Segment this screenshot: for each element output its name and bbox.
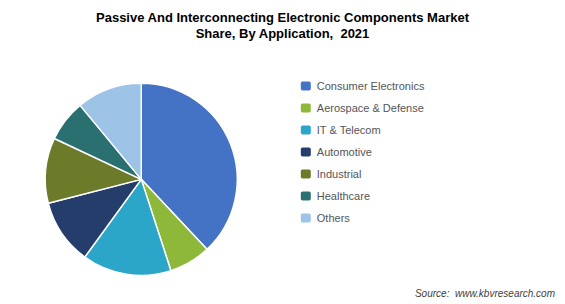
- svg-text:Aerospace & Defense: Aerospace & Defense: [317, 102, 424, 114]
- svg-text:Industrial: Industrial: [317, 168, 362, 180]
- svg-text:IT & Telecom: IT & Telecom: [317, 124, 381, 136]
- svg-text:Share, By Application, 2021: Share, By Application, 2021: [196, 26, 370, 41]
- svg-text:Automotive: Automotive: [317, 146, 372, 158]
- svg-text:Healthcare: Healthcare: [317, 190, 370, 202]
- svg-text:Passive And Interconnecting El: Passive And Interconnecting Electronic C…: [96, 10, 470, 25]
- svg-text:Consumer Electronics: Consumer Electronics: [317, 80, 425, 92]
- svg-text:Source: www.kbvresearch.com: Source: www.kbvresearch.com: [415, 288, 555, 299]
- svg-text:Others: Others: [317, 212, 351, 224]
